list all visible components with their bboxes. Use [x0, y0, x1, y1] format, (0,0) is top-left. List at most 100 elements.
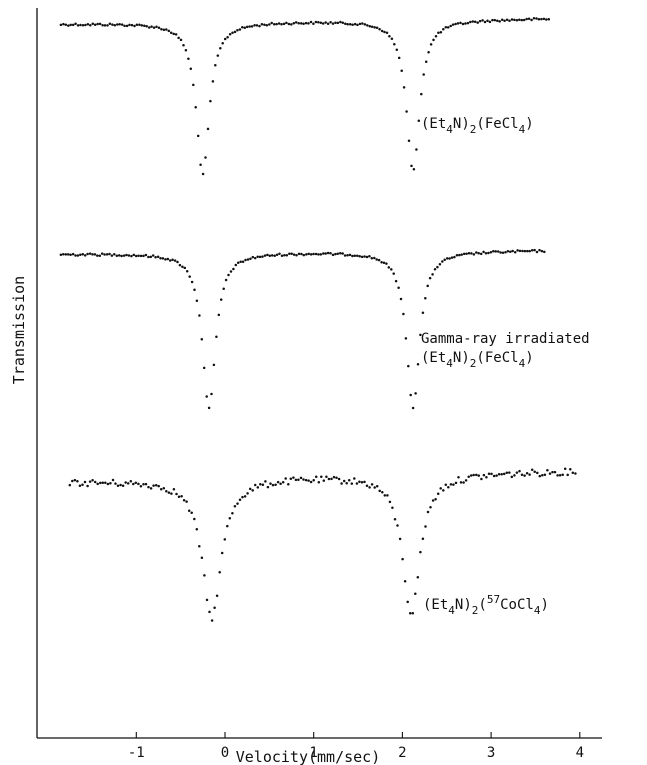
- data-point: [343, 254, 347, 257]
- data-point: [388, 34, 391, 38]
- data-point: [161, 257, 165, 260]
- data-point: [143, 24, 146, 27]
- data-point: [441, 260, 444, 263]
- data-point: [506, 249, 510, 253]
- data-point: [88, 252, 92, 255]
- data-point: [431, 499, 435, 502]
- data-point: [447, 486, 450, 489]
- data-point: [429, 43, 433, 46]
- data-point: [456, 22, 460, 25]
- data-point: [439, 487, 442, 490]
- data-point: [331, 22, 335, 25]
- data-point: [500, 18, 504, 21]
- data-point: [452, 483, 455, 486]
- data-point: [212, 363, 216, 367]
- data-point: [122, 254, 126, 257]
- data-point: [299, 476, 303, 480]
- data-point: [205, 395, 208, 398]
- data-point: [399, 297, 403, 301]
- data-point: [168, 259, 172, 262]
- data-point: [162, 486, 166, 490]
- data-point: [81, 483, 84, 487]
- data-point: [177, 36, 180, 40]
- data-point: [478, 19, 482, 23]
- data-point: [509, 250, 512, 253]
- data-point: [526, 249, 529, 253]
- data-point: [292, 21, 296, 25]
- data-point: [187, 57, 190, 60]
- data-point: [358, 255, 361, 258]
- data-point: [511, 249, 514, 253]
- data-point: [530, 248, 534, 252]
- data-point: [271, 483, 275, 487]
- data-point: [285, 21, 288, 25]
- data-point: [403, 580, 407, 583]
- data-point: [222, 287, 225, 290]
- data-point: [390, 268, 393, 271]
- data-point: [137, 482, 140, 486]
- data-point: [188, 275, 191, 278]
- data-point: [543, 250, 546, 254]
- data-point: [290, 252, 293, 255]
- data-point: [469, 20, 472, 24]
- data-point: [497, 473, 501, 476]
- data-point: [260, 22, 264, 26]
- data-point: [270, 21, 273, 25]
- data-point: [117, 254, 121, 257]
- data-point: [224, 278, 228, 282]
- data-point: [93, 253, 97, 256]
- data-point: [273, 254, 276, 258]
- data-point: [200, 337, 204, 341]
- data-point: [426, 510, 430, 514]
- data-point: [334, 21, 337, 25]
- data-point: [159, 488, 163, 491]
- data-point: [433, 268, 437, 271]
- data-point: [515, 471, 519, 474]
- data-point: [149, 487, 153, 490]
- data-point: [302, 478, 305, 481]
- data-point: [353, 254, 357, 257]
- data-point: [444, 25, 448, 29]
- data-point: [350, 482, 354, 485]
- data-point: [295, 253, 298, 257]
- data-point: [84, 23, 87, 27]
- data-point: [184, 48, 188, 52]
- data-point: [320, 475, 323, 478]
- data-point: [375, 258, 378, 261]
- data-point: [518, 18, 521, 22]
- data-point: [383, 494, 387, 497]
- data-point: [481, 19, 484, 22]
- data-point: [466, 21, 470, 25]
- data-point: [482, 250, 485, 254]
- data-point: [317, 480, 321, 484]
- data-point: [73, 478, 77, 482]
- data-point: [381, 490, 384, 494]
- data-point: [486, 19, 489, 22]
- data-point: [287, 482, 290, 486]
- data-point: [344, 22, 347, 26]
- x-axis-label: Velocity(mm/sec): [236, 748, 381, 765]
- data-point: [182, 44, 185, 47]
- data-point: [533, 470, 536, 473]
- data-point: [461, 22, 465, 26]
- data-point: [525, 472, 529, 475]
- data-point: [540, 17, 543, 21]
- data-point: [193, 288, 196, 291]
- data-point: [178, 263, 182, 267]
- data-point: [496, 250, 500, 253]
- data-point: [537, 17, 541, 21]
- data-point: [238, 498, 242, 501]
- data-point: [334, 252, 337, 256]
- data-point: [248, 487, 252, 491]
- data-point: [239, 260, 242, 263]
- data-point: [164, 258, 167, 261]
- data-point: [535, 17, 538, 20]
- data-point: [165, 490, 168, 493]
- data-point: [196, 134, 200, 138]
- data-point: [261, 255, 264, 258]
- data-point: [422, 73, 425, 76]
- data-point: [380, 260, 383, 264]
- data-point: [348, 22, 352, 26]
- data-point: [103, 253, 106, 256]
- data-point: [326, 251, 330, 255]
